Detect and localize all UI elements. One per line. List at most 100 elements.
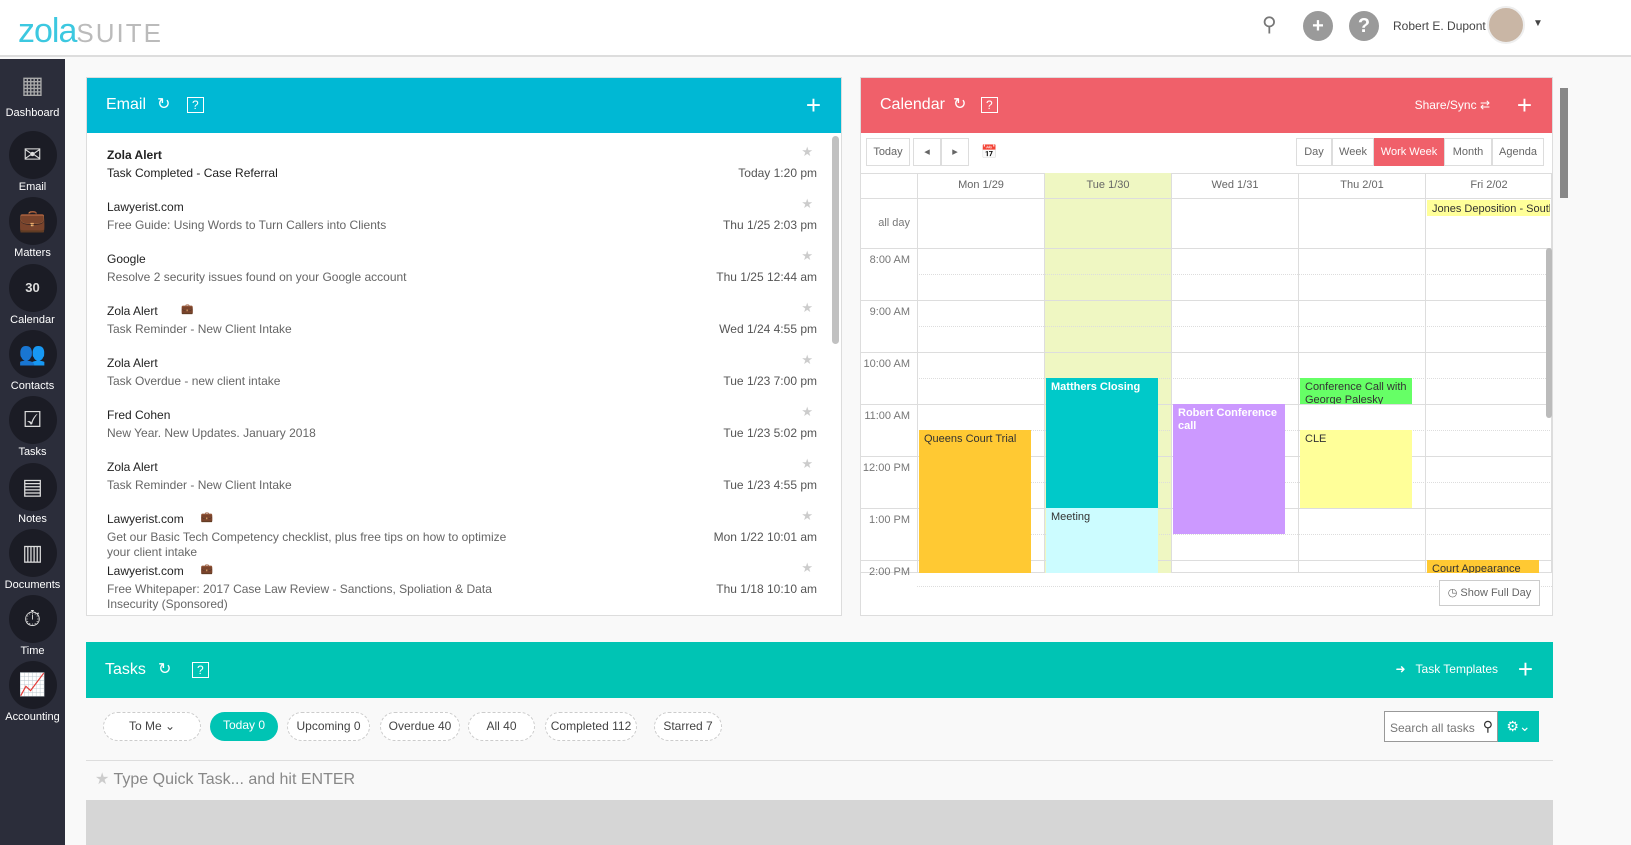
star-icon[interactable]: ★ [801, 508, 813, 523]
help-video-icon[interactable]: ? [192, 662, 209, 678]
share-sync-button[interactable]: Share/Sync ⇄ [1414, 98, 1490, 112]
help-video-icon[interactable]: ? [187, 97, 204, 113]
email-sender: Google [107, 252, 146, 266]
sidebar: ▦ Dashboard ✉ Email 💼 Matters 30 Calendar 👥 Conta… [0, 59, 65, 845]
help-icon[interactable]: ? [1349, 11, 1379, 41]
sidebar-item-accounting[interactable]: 📈 Accounting [0, 661, 65, 723]
sidebar-item-label: Time [20, 645, 45, 658]
add-task-button[interactable]: + [1517, 654, 1533, 684]
view-day[interactable]: Day [1296, 138, 1332, 166]
calendar-event[interactable]: Queens Court Trial [919, 430, 1031, 573]
today-button[interactable]: Today [866, 138, 910, 166]
view-month[interactable]: Month [1444, 138, 1492, 166]
calendar-scrollbar[interactable] [1546, 248, 1552, 418]
next-button[interactable]: ▸ [941, 138, 969, 166]
sidebar-item-notes[interactable]: ▤ Notes [0, 462, 65, 525]
email-row[interactable]: Fred Cohen New Year. New Updates. January… [107, 400, 817, 452]
email-row[interactable]: Lawyerist.com 💼 Get our Basic Tech Compete… [107, 504, 817, 559]
add-event-button[interactable]: + [1516, 90, 1532, 120]
email-sender: Lawyerist.com [107, 512, 184, 526]
calendar-event[interactable]: Robert Conference call [1173, 404, 1285, 534]
filter-all[interactable]: All 40 [468, 712, 535, 741]
star-icon: ★ [95, 771, 110, 788]
calendar-event[interactable]: Court Appearance [1427, 560, 1539, 573]
filter-overdue[interactable]: Overdue 40 [380, 712, 460, 741]
sidebar-item-label: Email [18, 181, 47, 193]
prev-button[interactable]: ◂ [913, 138, 941, 166]
view-agenda[interactable]: Agenda [1492, 138, 1544, 166]
star-icon[interactable]: ★ [801, 560, 813, 575]
sidebar-item-matters[interactable]: 💼 Matters [0, 197, 65, 259]
star-icon[interactable]: ★ [801, 404, 813, 419]
sidebar-item-contacts[interactable]: 👥 Contacts [0, 329, 65, 392]
sidebar-item-tasks[interactable]: ☑ Tasks [0, 396, 65, 458]
refresh-icon[interactable]: ↻ [157, 96, 171, 113]
email-scrollbar[interactable] [832, 136, 839, 344]
calendar-event[interactable]: CLE [1300, 430, 1412, 508]
filter-today[interactable]: Today 0 [210, 712, 278, 741]
search-tasks-input[interactable]: Search all tasks ⚲ [1384, 711, 1498, 742]
task-templates-button[interactable]: ➜ Task Templates [1395, 662, 1498, 676]
chevron-down-icon[interactable]: ▼ [1533, 18, 1543, 29]
star-icon[interactable]: ★ [801, 144, 813, 159]
avatar[interactable] [1487, 6, 1525, 44]
filter-completed[interactable]: Completed 112 [545, 712, 637, 741]
email-subject: Task Reminder - New Client Intake [107, 478, 292, 492]
calendar-header: Calendar ↻ ? Share/Sync ⇄ + [861, 78, 1552, 133]
email-row[interactable]: Google Resolve 2 security issues found on… [107, 244, 817, 296]
star-icon[interactable]: ★ [801, 300, 813, 315]
email-row[interactable]: Lawyerist.com Free Guide: Using Words to … [107, 192, 817, 244]
contacts-icon: 👥 [8, 329, 57, 378]
column-line [917, 173, 918, 573]
sidebar-item-documents[interactable]: ▥ Documents [0, 528, 65, 591]
filter-upcoming[interactable]: Upcoming 0 [287, 712, 370, 741]
briefcase-icon: 💼 [181, 304, 194, 315]
sidebar-item-dashboard[interactable]: ▦ Dashboard [0, 71, 65, 119]
calendar-event[interactable]: Conference Call with George Palesky [1300, 378, 1412, 404]
star-icon[interactable]: ★ [801, 196, 813, 211]
star-icon[interactable]: ★ [801, 248, 813, 263]
email-row[interactable]: Zola Alert Task Completed - Case Referral… [107, 140, 817, 192]
email-row[interactable]: Zola Alert Task Overdue - new client inta… [107, 348, 817, 400]
refresh-icon[interactable]: ↻ [158, 661, 172, 678]
email-row[interactable]: Zola Alert 💼 Task Reminder - New Client In… [107, 296, 817, 348]
sidebar-item-email[interactable]: ✉ Email [0, 131, 65, 193]
view-work-week[interactable]: Work Week [1374, 138, 1444, 166]
add-email-button[interactable]: + [805, 90, 821, 120]
calendar-event[interactable]: Matthers Closing [1046, 378, 1158, 508]
email-panel: Email ↻ ? + Zola Alert Task Completed - C… [86, 77, 842, 616]
half-hour-line [917, 274, 1552, 275]
tasks-header: Tasks ↻ ? ➜ Task Templates + [86, 642, 1553, 698]
email-sender: Lawyerist.com [107, 564, 184, 578]
search-icon[interactable]: ⚲ [1482, 718, 1493, 734]
settings-gear-button[interactable]: ⚙⌄ [1498, 711, 1539, 742]
refresh-icon[interactable]: ↻ [953, 96, 967, 113]
star-icon[interactable]: ★ [801, 456, 813, 471]
briefcase-icon: 💼 [8, 197, 57, 246]
sidebar-item-time[interactable]: ⏱ Time [0, 595, 65, 657]
calendar-picker-icon[interactable]: 📅 [981, 144, 998, 159]
day-header: Mon 1/29 [917, 173, 1044, 198]
add-icon[interactable]: + [1303, 11, 1333, 41]
email-row[interactable]: Lawyerist.com 💼 Free Whitepaper: 2017 Case… [107, 556, 817, 611]
time-label: 1:00 PM [869, 514, 910, 526]
filter-starred[interactable]: Starred 7 [654, 712, 722, 741]
search-icon[interactable]: ⚲ [1262, 14, 1277, 36]
logo[interactable]: zolaSUITE [18, 12, 163, 50]
sidebar-item-calendar[interactable]: 30 Calendar [0, 263, 65, 326]
sidebar-item-label: Tasks [18, 446, 47, 459]
allday-event[interactable]: Jones Deposition - Southe [1427, 200, 1550, 216]
quick-task-input[interactable]: ★ Type Quick Task... and hit ENTER [95, 771, 356, 788]
calendar-event[interactable]: Meeting [1046, 508, 1158, 573]
email-date: Thu 1/18 10:10 am [716, 582, 817, 596]
star-icon[interactable]: ★ [801, 352, 813, 367]
view-week[interactable]: Week [1332, 138, 1374, 166]
email-row[interactable]: Zola Alert Task Reminder - New Client Int… [107, 452, 817, 504]
day-header: Fri 2/02 [1425, 173, 1552, 198]
page-scrollbar[interactable] [1560, 88, 1568, 198]
sidebar-item-label: Matters [14, 247, 51, 260]
show-full-day-button[interactable]: ◷ Show Full Day [1439, 580, 1540, 606]
filter-to[interactable]: To Me ⌄ [103, 712, 201, 741]
help-video-icon[interactable]: ? [981, 97, 998, 113]
user-name[interactable]: Robert E. Dupont [1393, 19, 1486, 33]
